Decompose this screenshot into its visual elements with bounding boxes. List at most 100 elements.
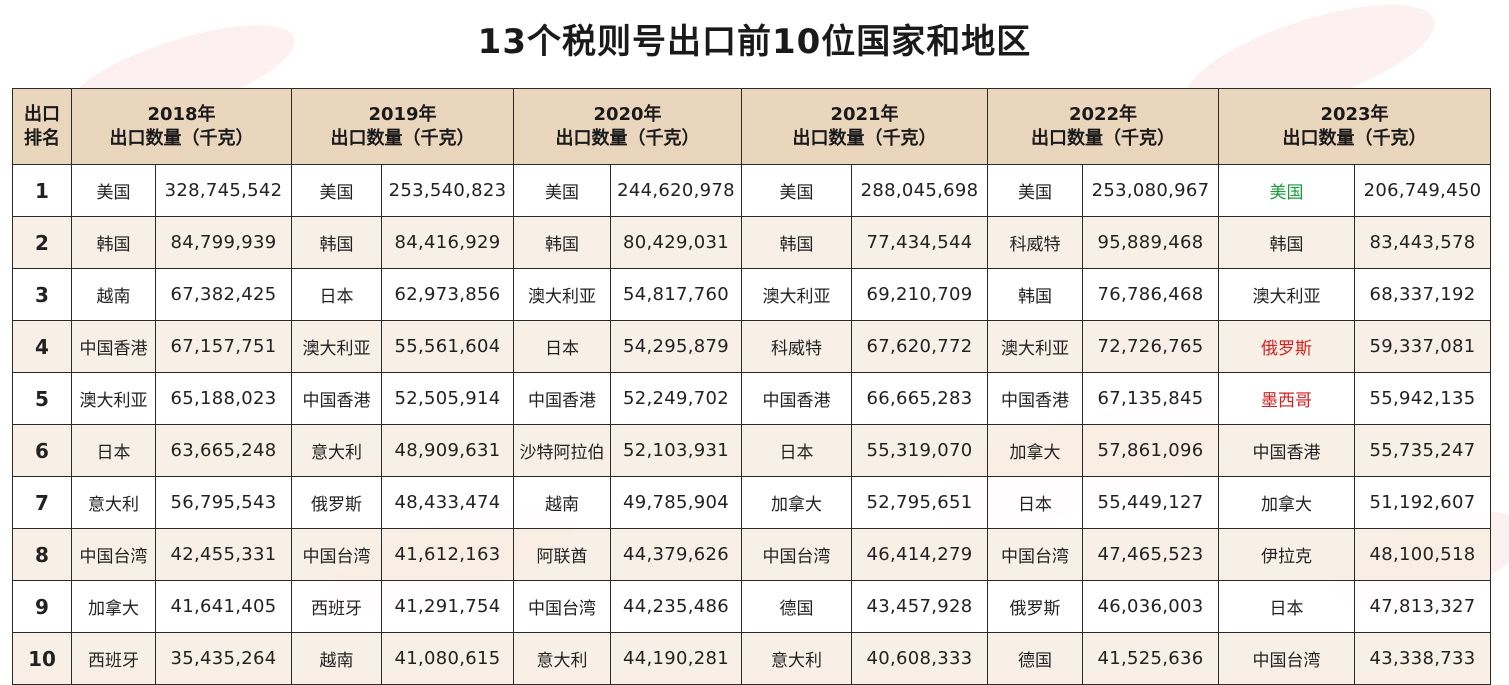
export-quantity-cell: 84,416,929 — [381, 216, 514, 269]
export-quantity-cell: 52,505,914 — [381, 372, 514, 425]
export-quantity-cell: 77,434,544 — [851, 216, 988, 269]
country-cell: 俄罗斯 — [987, 580, 1083, 633]
export-quantity-cell: 55,319,070 — [851, 424, 988, 477]
export-quantity-cell: 41,612,163 — [381, 528, 514, 581]
export-quantity-cell: 47,465,523 — [1082, 528, 1219, 581]
export-quantity-cell: 55,449,127 — [1082, 476, 1219, 529]
export-quantity-cell: 48,100,518 — [1354, 528, 1491, 581]
country-cell: 中国台湾 — [71, 528, 156, 581]
export-quantity-cell: 47,813,327 — [1354, 580, 1491, 633]
country-cell: 美国 — [291, 164, 382, 217]
country-cell: 加拿大 — [71, 580, 156, 633]
country-cell: 德国 — [987, 632, 1083, 685]
export-quantity-cell: 44,379,626 — [610, 528, 742, 581]
country-cell: 中国台湾 — [291, 528, 382, 581]
country-cell: 中国香港 — [987, 372, 1083, 425]
country-cell: 中国香港 — [291, 372, 382, 425]
year-header: 2020年 出口数量（千克） — [513, 88, 742, 165]
rank-cell: 7 — [12, 476, 72, 529]
table-row: 10 西班牙 35,435,264 越南 41,080,615 意大利 44,190,281… — [12, 632, 1491, 685]
export-quantity-cell: 43,338,733 — [1354, 632, 1491, 685]
quantity-label: 出口数量（千克） — [109, 127, 254, 149]
year-header: 2018年 出口数量（千克） — [71, 88, 292, 165]
year-header: 2021年 出口数量（千克） — [741, 88, 988, 165]
export-quantity-cell: 66,665,283 — [851, 372, 988, 425]
table-row: 6 日本 63,665,248 意大利 48,909,631 沙特阿拉伯 52,103,93… — [12, 424, 1491, 477]
export-quantity-cell: 43,457,928 — [851, 580, 988, 633]
quantity-label: 出口数量（千克） — [1031, 127, 1175, 149]
export-quantity-cell: 52,103,931 — [610, 424, 742, 477]
country-cell: 澳大利亚 — [71, 372, 156, 425]
year-label: 2022年 — [1068, 103, 1138, 125]
export-quantity-cell: 42,455,331 — [155, 528, 292, 581]
country-cell: 德国 — [741, 580, 852, 633]
country-cell: 越南 — [513, 476, 611, 529]
export-quantity-cell: 63,665,248 — [155, 424, 292, 477]
country-cell: 日本 — [987, 476, 1083, 529]
year-label: 2020年 — [593, 103, 662, 125]
export-quantity-cell: 52,249,702 — [610, 372, 742, 425]
export-quantity-cell: 67,620,772 — [851, 320, 988, 373]
export-quantity-cell: 253,080,967 — [1082, 164, 1219, 217]
country-cell: 日本 — [71, 424, 156, 477]
export-quantity-cell: 48,909,631 — [381, 424, 514, 477]
rank-cell: 6 — [12, 424, 72, 477]
export-quantity-cell: 54,295,879 — [610, 320, 742, 373]
rank-cell: 1 — [12, 164, 72, 217]
quantity-label: 出口数量（千克） — [555, 127, 700, 149]
country-cell: 日本 — [1218, 580, 1355, 633]
country-cell: 科威特 — [987, 216, 1083, 269]
export-quantity-cell: 69,210,709 — [851, 268, 988, 321]
export-quantity-cell: 244,620,978 — [610, 164, 742, 217]
table-row: 5 澳大利亚 65,188,023 中国香港 52,505,914 中国香港 52,249,… — [12, 372, 1491, 425]
country-cell: 中国香港 — [513, 372, 611, 425]
header-row: 出口排名 2018年 出口数量（千克） 2019年 出口数量（千克） 2020年… — [12, 88, 1491, 165]
country-cell: 澳大利亚 — [291, 320, 382, 373]
table-row: 8 中国台湾 42,455,331 中国台湾 41,612,163 阿联酋 44,379,6… — [12, 528, 1491, 581]
table-body: 1 美国 328,745,542 美国 253,540,823 美国 244,620,978… — [12, 164, 1491, 685]
export-quantity-cell: 65,188,023 — [155, 372, 292, 425]
country-cell: 越南 — [71, 268, 156, 321]
year-header: 2022年 出口数量（千克） — [987, 88, 1219, 165]
country-cell: 美国 — [741, 164, 852, 217]
export-quantity-cell: 84,799,939 — [155, 216, 292, 269]
export-quantity-cell: 51,192,607 — [1354, 476, 1491, 529]
table-row: 2 韩国 84,799,939 韩国 84,416,929 韩国 80,429,031 韩国 7… — [12, 216, 1491, 269]
export-quantity-cell: 41,525,636 — [1082, 632, 1219, 685]
export-quantity-cell: 55,561,604 — [381, 320, 514, 373]
export-ranking-table: 出口排名 2018年 出口数量（千克） 2019年 出口数量（千克） 2020年… — [12, 88, 1491, 685]
export-quantity-cell: 59,337,081 — [1354, 320, 1491, 373]
rank-cell: 8 — [12, 528, 72, 581]
table-row: 4 中国香港 67,157,751 澳大利亚 55,561,604 日本 54,295,87… — [12, 320, 1491, 373]
country-cell: 澳大利亚 — [987, 320, 1083, 373]
export-quantity-cell: 35,435,264 — [155, 632, 292, 685]
country-cell: 韩国 — [741, 216, 852, 269]
country-cell: 墨西哥 — [1218, 372, 1355, 425]
country-cell: 加拿大 — [987, 424, 1083, 477]
export-quantity-cell: 54,817,760 — [610, 268, 742, 321]
export-quantity-cell: 44,235,486 — [610, 580, 742, 633]
country-cell: 越南 — [291, 632, 382, 685]
country-cell: 日本 — [291, 268, 382, 321]
country-cell: 西班牙 — [291, 580, 382, 633]
export-quantity-cell: 46,036,003 — [1082, 580, 1219, 633]
country-cell: 俄罗斯 — [1218, 320, 1355, 373]
rank-cell: 5 — [12, 372, 72, 425]
country-cell: 澳大利亚 — [1218, 268, 1355, 321]
export-quantity-cell: 288,045,698 — [851, 164, 988, 217]
export-quantity-cell: 68,337,192 — [1354, 268, 1491, 321]
export-quantity-cell: 67,157,751 — [155, 320, 292, 373]
year-header: 2019年 出口数量（千克） — [291, 88, 514, 165]
year-label: 2021年 — [830, 103, 899, 125]
country-cell: 伊拉克 — [1218, 528, 1355, 581]
country-cell: 韩国 — [71, 216, 156, 269]
country-cell: 沙特阿拉伯 — [513, 424, 611, 477]
quantity-label: 出口数量（千克） — [330, 127, 475, 149]
country-cell: 韩国 — [291, 216, 382, 269]
page-title: 13个税则号出口前10位国家和地区 — [477, 22, 1032, 62]
export-quantity-cell: 72,726,765 — [1082, 320, 1219, 373]
export-quantity-cell: 46,414,279 — [851, 528, 988, 581]
export-quantity-cell: 76,786,468 — [1082, 268, 1219, 321]
country-cell: 西班牙 — [71, 632, 156, 685]
country-cell: 韩国 — [987, 268, 1083, 321]
